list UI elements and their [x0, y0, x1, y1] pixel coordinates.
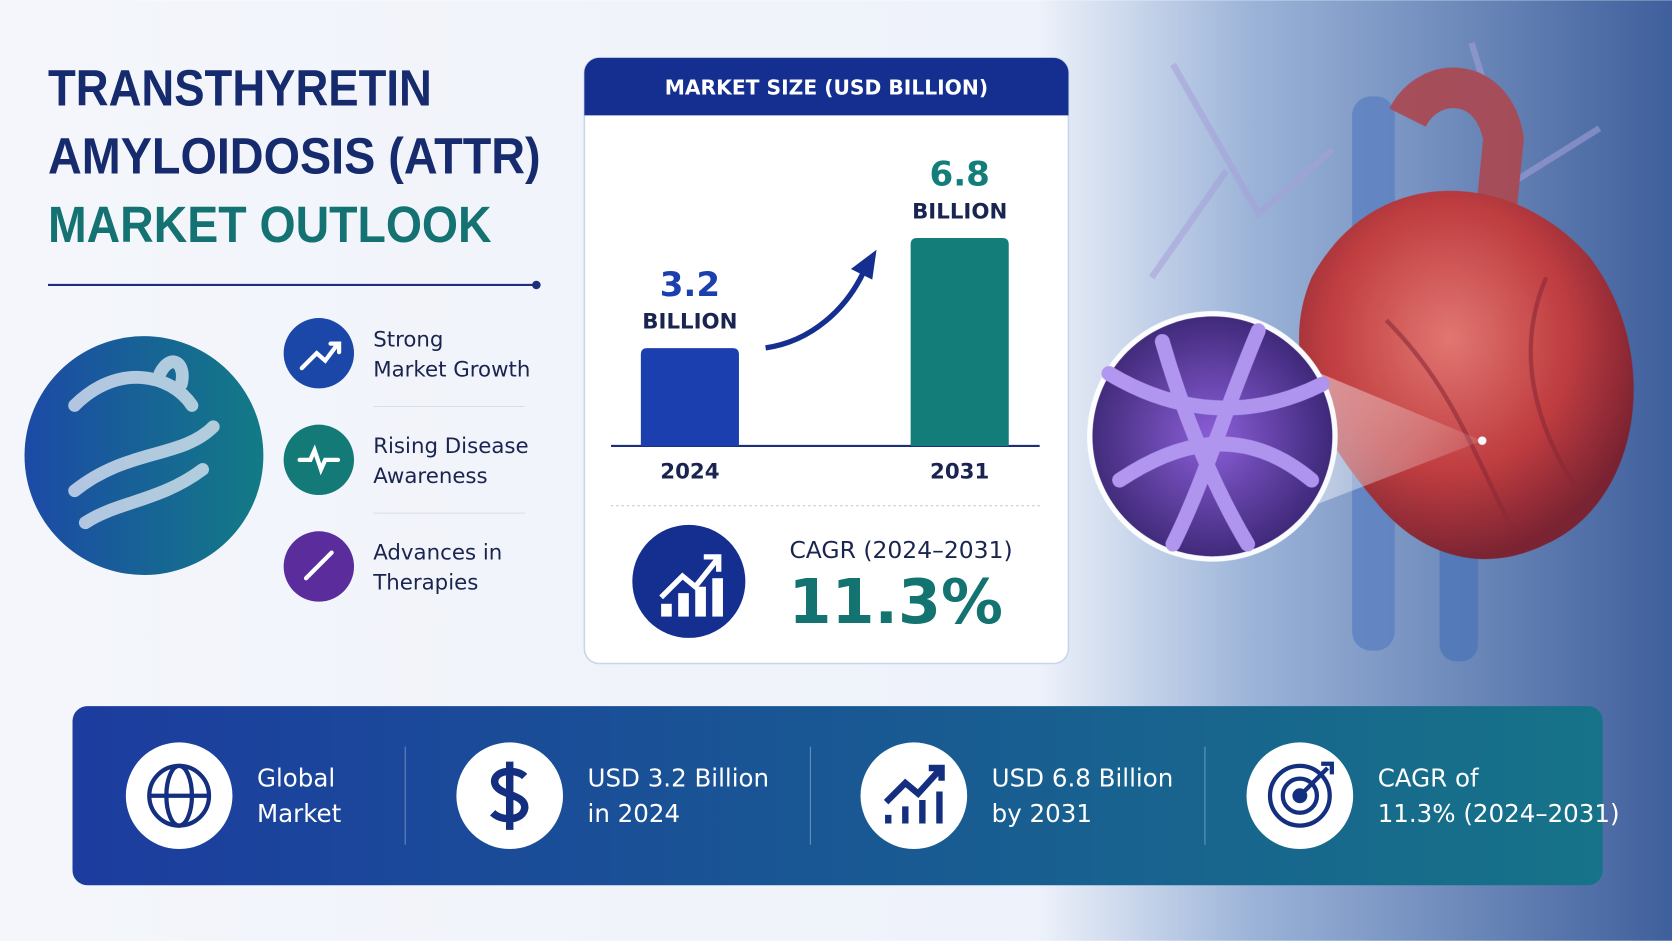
heart-illustration: [1087, 41, 1634, 662]
footer-glyph: [1267, 761, 1334, 828]
footer-text: Global: [257, 764, 335, 793]
footer-glyph: [147, 763, 212, 828]
trend: [883, 764, 945, 824]
footer-text: Market: [257, 799, 342, 828]
bar-chart: 3.2 BILLION 2024 6.8 BILLION 2031: [611, 155, 1040, 485]
footer-glyph: [490, 761, 529, 830]
footer-text: by 2031: [992, 799, 1092, 828]
feature-text: Awareness: [373, 464, 487, 489]
feature-glyph: [299, 341, 342, 371]
growth-arrow: [765, 265, 869, 351]
divider-dot: [532, 280, 541, 290]
feature-text: Market Growth: [373, 357, 530, 382]
cagr-value: 11.3%: [788, 566, 1003, 638]
chart-title: MARKET SIZE (USD BILLION): [665, 75, 988, 99]
growth-arrowhead: [850, 249, 877, 280]
unit-label: BILLION: [642, 310, 737, 335]
cagr-icon-glyph: [659, 554, 722, 600]
footer-text: CAGR of: [1378, 764, 1480, 793]
cagr-label: CAGR (2024–2031): [789, 536, 1012, 564]
feature-glyph: [297, 444, 341, 476]
feature-text: Rising Disease: [373, 434, 528, 459]
feature-text: Therapies: [372, 571, 478, 596]
protein-illustration: [24, 336, 264, 575]
footer-banner: [72, 706, 1603, 886]
x-tick-label: 2024: [660, 460, 719, 485]
target-arrow: [1298, 761, 1334, 798]
target-outer: [1267, 763, 1332, 828]
title-line: AMYLOIDOSIS (ATTR): [48, 128, 541, 185]
footer-glyph: [883, 764, 945, 824]
footer-items: Global Market USD 3.2 Billion in 2024 USD 6.…: [125, 742, 1620, 850]
unit-label: BILLION: [912, 199, 1007, 224]
chart-header: [584, 57, 1069, 116]
footer-text: in 2024: [588, 799, 681, 828]
target-inner: [1280, 776, 1320, 815]
feature-list: Strong Market Growth Rising Disease Awarene…: [283, 318, 530, 602]
bar: [910, 238, 1009, 446]
dollar: [490, 761, 529, 830]
subtitle: MARKET OUTLOOK: [48, 196, 492, 253]
cagr-icon-bars: [661, 578, 723, 617]
footer-text: USD 6.8 Billion: [992, 764, 1174, 793]
value-label: 6.8: [929, 155, 989, 195]
x-tick-label: 2031: [930, 460, 989, 485]
footer-text: USD 3.2 Billion: [588, 764, 770, 793]
footer-text: 11.3% (2024–2031): [1378, 799, 1620, 828]
feature-text: Advances in: [373, 541, 502, 566]
bar: [640, 348, 739, 446]
feature-text: Strong: [373, 327, 443, 352]
footer-icon: [860, 742, 968, 850]
feature-glyph: [303, 550, 334, 581]
title-line: TRANSTHYRETIN: [48, 59, 432, 116]
value-label: 3.2: [660, 265, 720, 305]
